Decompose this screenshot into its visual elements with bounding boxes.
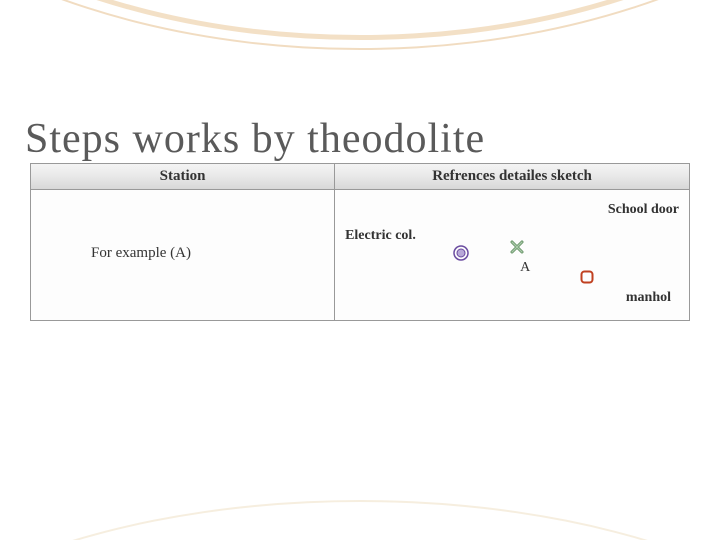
school-door-label: School door	[608, 202, 679, 218]
manhol-marker-icon	[580, 270, 594, 284]
station-a-label: A	[520, 260, 530, 276]
manhol-label: manhol	[626, 290, 671, 306]
station-example-text: For example (A)	[91, 245, 191, 262]
table-body-row: For example (A) School door Electric col…	[31, 190, 689, 320]
reference-table: Station Refrences detailes sketch For ex…	[30, 163, 690, 321]
station-cell: For example (A)	[31, 190, 335, 320]
electric-col-marker-icon	[453, 245, 469, 261]
electric-col-label: Electric col.	[345, 228, 416, 244]
header-references: Refrences detailes sketch	[335, 164, 689, 189]
sketch-cell: School door Electric col. A	[335, 190, 689, 320]
page-title: Steps works by theodolite	[25, 115, 485, 163]
decorative-arc	[0, 0, 720, 50]
sketch-area: School door Electric col. A	[335, 190, 689, 320]
header-station: Station	[31, 164, 335, 189]
decorative-arc	[0, 500, 720, 540]
table-header-row: Station Refrences detailes sketch	[31, 164, 689, 190]
station-a-marker-icon	[510, 240, 524, 254]
